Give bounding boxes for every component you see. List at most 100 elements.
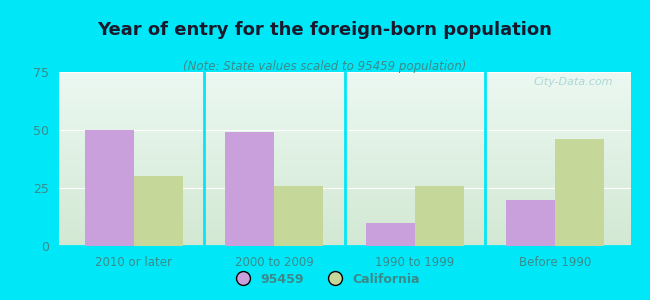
- Bar: [58, 234, 630, 236]
- Bar: [58, 109, 630, 110]
- Bar: [58, 163, 630, 164]
- Bar: [58, 222, 630, 224]
- Bar: [58, 116, 630, 117]
- Bar: [58, 161, 630, 163]
- Bar: [58, 204, 630, 206]
- Bar: [58, 171, 630, 173]
- Bar: [506, 200, 555, 246]
- Bar: [58, 138, 630, 140]
- Bar: [58, 241, 630, 242]
- Bar: [58, 93, 630, 94]
- Bar: [58, 122, 630, 124]
- Bar: [58, 237, 630, 239]
- Bar: [58, 178, 630, 180]
- Bar: [58, 166, 630, 168]
- Bar: [58, 211, 630, 213]
- Bar: [58, 140, 630, 142]
- Bar: [58, 224, 630, 225]
- Bar: [58, 227, 630, 229]
- Bar: [58, 150, 630, 152]
- Legend: 95459, California: 95459, California: [225, 268, 425, 291]
- Bar: [58, 102, 630, 103]
- Bar: [58, 136, 630, 138]
- Bar: [274, 186, 324, 246]
- Bar: [58, 173, 630, 175]
- Bar: [58, 147, 630, 148]
- Bar: [58, 201, 630, 203]
- Bar: [58, 239, 630, 241]
- Bar: [58, 196, 630, 197]
- Bar: [58, 119, 630, 121]
- Bar: [58, 154, 630, 155]
- Bar: [58, 175, 630, 176]
- Bar: [58, 128, 630, 129]
- Bar: [58, 84, 630, 86]
- Bar: [58, 100, 630, 102]
- Bar: [415, 186, 464, 246]
- Bar: [58, 215, 630, 216]
- Bar: [58, 145, 630, 147]
- Bar: [58, 131, 630, 133]
- Bar: [58, 76, 630, 77]
- Bar: [58, 133, 630, 135]
- Bar: [58, 236, 630, 237]
- Bar: [58, 190, 630, 192]
- Bar: [58, 89, 630, 91]
- Bar: [58, 105, 630, 107]
- Bar: [58, 88, 630, 89]
- Bar: [58, 202, 630, 204]
- Bar: [58, 74, 630, 76]
- Bar: [58, 135, 630, 137]
- Bar: [58, 152, 630, 154]
- Bar: [58, 206, 630, 208]
- Bar: [134, 176, 183, 246]
- Bar: [84, 130, 134, 246]
- Bar: [58, 110, 630, 112]
- Bar: [58, 208, 630, 209]
- Bar: [58, 242, 630, 244]
- Bar: [58, 79, 630, 81]
- Bar: [58, 82, 630, 84]
- Bar: [58, 183, 630, 185]
- Bar: [58, 232, 630, 234]
- Bar: [58, 112, 630, 114]
- Text: Year of entry for the foreign-born population: Year of entry for the foreign-born popul…: [98, 21, 552, 39]
- Bar: [58, 164, 630, 166]
- Bar: [58, 107, 630, 109]
- Bar: [58, 94, 630, 96]
- Bar: [58, 216, 630, 218]
- Bar: [58, 199, 630, 201]
- Bar: [58, 194, 630, 196]
- Bar: [58, 187, 630, 189]
- Bar: [58, 81, 630, 82]
- Bar: [58, 148, 630, 150]
- Bar: [58, 169, 630, 171]
- Bar: [58, 91, 630, 93]
- Bar: [58, 157, 630, 159]
- Bar: [58, 244, 630, 246]
- Bar: [58, 124, 630, 126]
- Bar: [58, 213, 630, 215]
- Bar: [58, 103, 630, 105]
- Bar: [225, 132, 274, 246]
- Bar: [58, 96, 630, 98]
- Bar: [58, 230, 630, 232]
- Bar: [58, 129, 630, 131]
- Bar: [58, 117, 630, 119]
- Bar: [58, 72, 630, 74]
- Bar: [58, 225, 630, 227]
- Bar: [58, 114, 630, 116]
- Bar: [58, 176, 630, 178]
- Bar: [365, 223, 415, 246]
- Bar: [58, 77, 630, 79]
- Bar: [58, 220, 630, 222]
- Bar: [58, 86, 630, 88]
- Bar: [58, 189, 630, 190]
- Bar: [58, 192, 630, 194]
- Bar: [58, 197, 630, 199]
- Text: (Note: State values scaled to 95459 population): (Note: State values scaled to 95459 popu…: [183, 60, 467, 73]
- Bar: [58, 182, 630, 183]
- Bar: [58, 126, 630, 128]
- Bar: [555, 139, 605, 246]
- Bar: [58, 121, 630, 122]
